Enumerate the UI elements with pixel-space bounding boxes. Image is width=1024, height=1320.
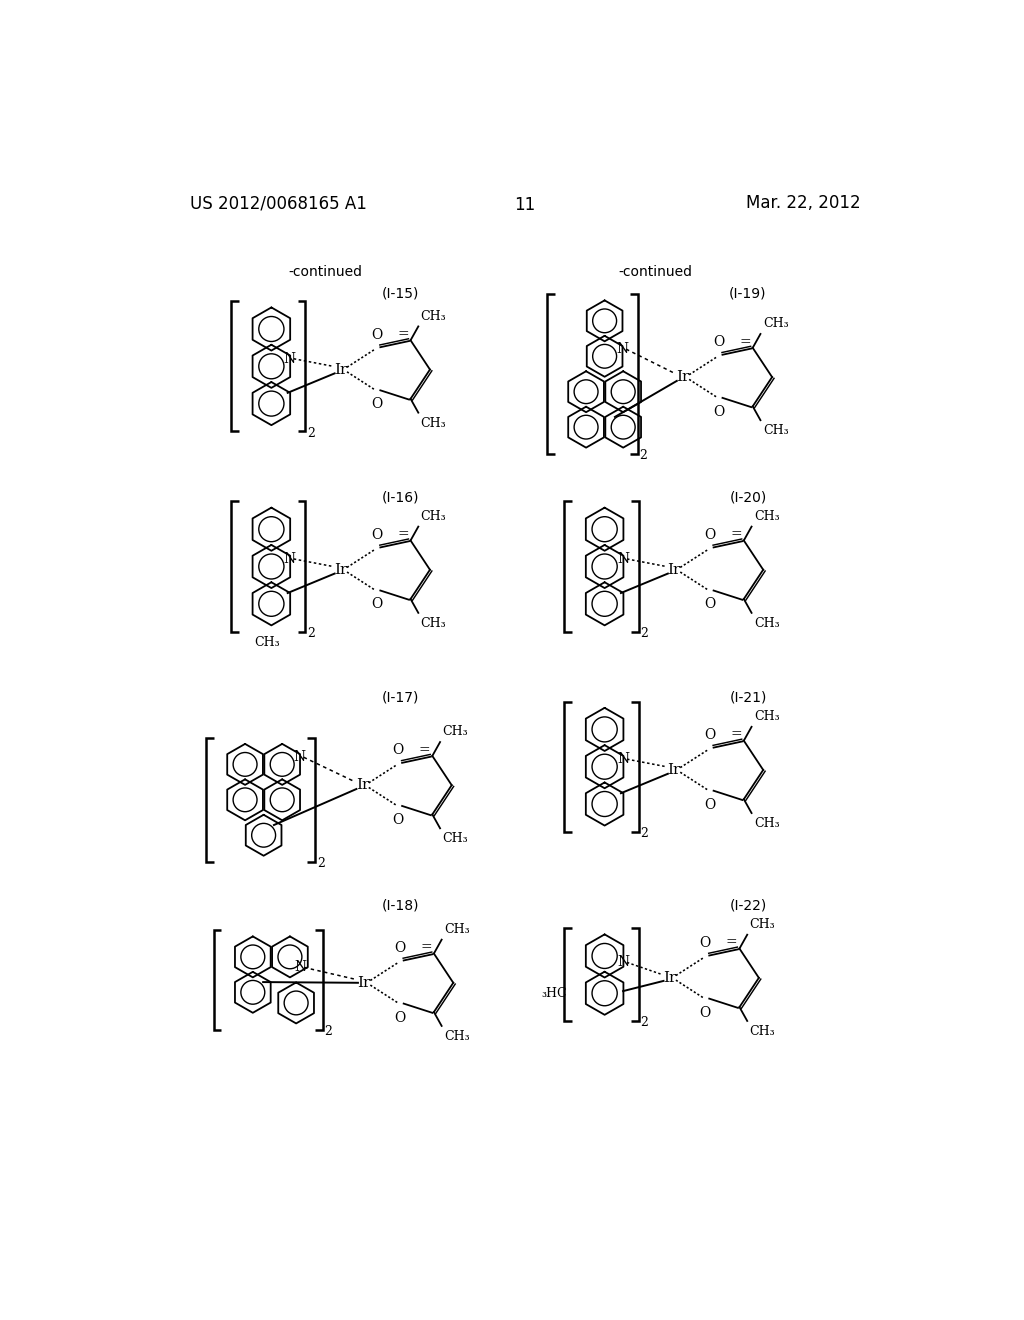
- Text: CH₃: CH₃: [750, 917, 775, 931]
- Text: =: =: [419, 743, 430, 756]
- Text: N: N: [294, 961, 306, 974]
- Text: 2: 2: [640, 828, 648, 840]
- Text: 2: 2: [316, 857, 325, 870]
- Text: CH₃: CH₃: [421, 417, 446, 429]
- Text: O: O: [392, 743, 403, 758]
- Text: Ir: Ir: [334, 562, 347, 577]
- Text: Ir: Ir: [356, 779, 370, 792]
- Text: O: O: [705, 797, 716, 812]
- Text: O: O: [371, 528, 382, 543]
- Text: =: =: [397, 527, 409, 541]
- Text: O: O: [392, 813, 403, 826]
- Text: Ir: Ir: [334, 363, 347, 376]
- Text: CH₃: CH₃: [754, 510, 779, 523]
- Text: =: =: [420, 940, 432, 954]
- Text: CH₃: CH₃: [421, 616, 446, 630]
- Text: N: N: [294, 750, 306, 764]
- Text: CH₃: CH₃: [754, 616, 779, 630]
- Text: Mar. 22, 2012: Mar. 22, 2012: [745, 194, 860, 213]
- Text: Ir: Ir: [668, 763, 681, 777]
- Text: O: O: [371, 397, 382, 412]
- Text: O: O: [713, 335, 724, 350]
- Text: Ir: Ir: [357, 975, 371, 990]
- Text: O: O: [394, 941, 406, 956]
- Text: -continued: -continued: [618, 265, 692, 280]
- Text: N: N: [617, 752, 629, 766]
- Text: 11: 11: [514, 195, 536, 214]
- Text: CH₃: CH₃: [754, 817, 779, 830]
- Text: CH₃: CH₃: [763, 317, 788, 330]
- Text: 2: 2: [325, 1024, 333, 1038]
- Text: CH₃: CH₃: [750, 1024, 775, 1038]
- Text: CH₃: CH₃: [444, 1030, 470, 1043]
- Text: (I-19): (I-19): [729, 286, 767, 300]
- Text: O: O: [699, 936, 711, 950]
- Text: CH₃: CH₃: [442, 832, 468, 845]
- Text: O: O: [713, 405, 724, 418]
- Text: N: N: [284, 552, 296, 566]
- Text: (I-16): (I-16): [382, 490, 420, 504]
- Text: CH₃: CH₃: [442, 725, 468, 738]
- Text: Ir: Ir: [668, 562, 681, 577]
- Text: Ir: Ir: [663, 970, 677, 985]
- Text: O: O: [705, 598, 716, 611]
- Text: O: O: [371, 598, 382, 611]
- Text: ₃HC: ₃HC: [542, 987, 567, 999]
- Text: 2: 2: [307, 627, 315, 640]
- Text: (I-15): (I-15): [382, 286, 420, 300]
- Text: =: =: [730, 727, 741, 742]
- Text: (I-17): (I-17): [382, 690, 420, 705]
- Text: O: O: [371, 327, 382, 342]
- Text: =: =: [726, 936, 737, 949]
- Text: O: O: [705, 528, 716, 543]
- Text: (I-20): (I-20): [729, 490, 767, 504]
- Text: O: O: [705, 729, 716, 742]
- Text: 2: 2: [640, 627, 648, 640]
- Text: CH₃: CH₃: [754, 710, 779, 723]
- Text: -continued: -continued: [289, 265, 362, 280]
- Text: CH₃: CH₃: [421, 510, 446, 523]
- Text: (I-22): (I-22): [729, 899, 767, 912]
- Text: (I-21): (I-21): [729, 690, 767, 705]
- Text: N: N: [617, 956, 629, 969]
- Text: CH₃: CH₃: [255, 636, 281, 649]
- Text: O: O: [699, 1006, 711, 1019]
- Text: =: =: [397, 327, 409, 341]
- Text: Ir: Ir: [676, 370, 689, 384]
- Text: O: O: [394, 1011, 406, 1024]
- Text: =: =: [730, 527, 741, 541]
- Text: CH₃: CH₃: [444, 923, 470, 936]
- Text: =: =: [739, 335, 751, 348]
- Text: N: N: [617, 552, 629, 566]
- Text: 2: 2: [640, 1016, 648, 1030]
- Text: 2: 2: [307, 426, 315, 440]
- Text: US 2012/0068165 A1: US 2012/0068165 A1: [190, 194, 367, 213]
- Text: N: N: [616, 342, 628, 356]
- Text: 2: 2: [639, 449, 647, 462]
- Text: (I-18): (I-18): [382, 899, 420, 912]
- Text: CH₃: CH₃: [763, 424, 788, 437]
- Text: CH₃: CH₃: [421, 310, 446, 322]
- Text: N: N: [284, 351, 296, 366]
